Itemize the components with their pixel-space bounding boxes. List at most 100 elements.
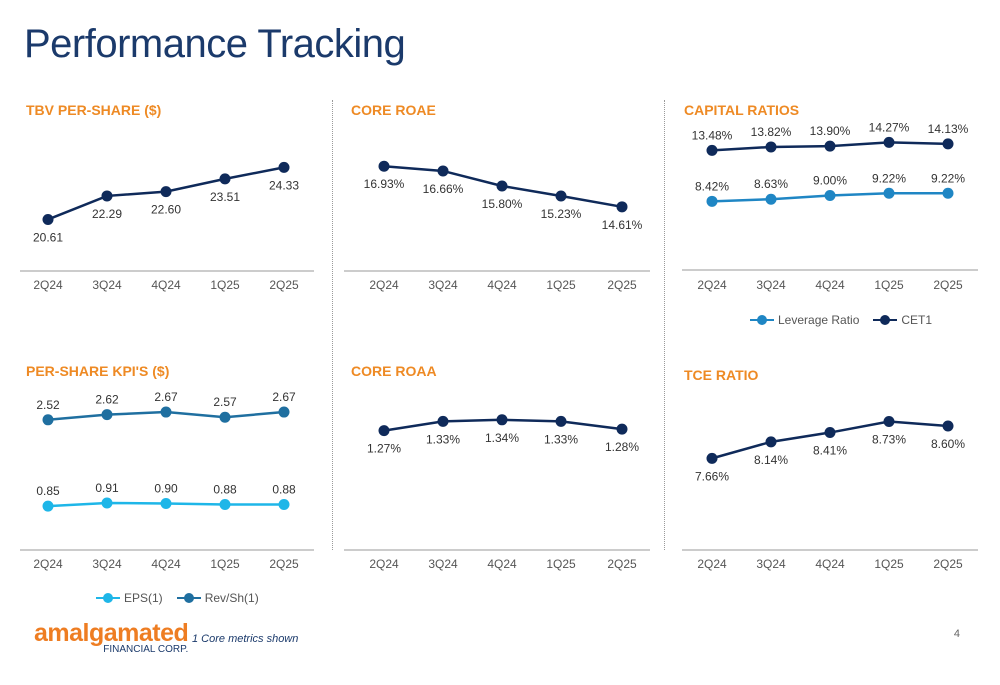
x-tick-label: 3Q24 (92, 557, 122, 571)
data-point (219, 173, 231, 185)
data-point (496, 180, 508, 192)
tce-chart-title: TCE RATIO (684, 367, 759, 383)
data-label: 2.67 (272, 390, 296, 404)
data-label: 13.90% (810, 124, 851, 138)
kpis-chart-title: PER-SHARE KPI'S ($) (26, 363, 170, 379)
data-point (765, 436, 777, 448)
legend-swatch-icon (750, 315, 774, 325)
data-point (378, 425, 390, 437)
data-point (824, 140, 836, 152)
roaa-chart: 2Q24 3Q24 4Q24 1Q25 2Q25 1.27% 1.33% 1.34% 1.33%… (344, 414, 650, 571)
data-label: 15.80% (482, 197, 523, 211)
tbv-chart: 2Q24 3Q24 4Q24 1Q25 2Q25 20.61 22.29 22.60 23.51… (20, 161, 314, 292)
roae-chart: 2Q24 3Q24 4Q24 1Q25 2Q25 16.93% 16.66% 15.80% 15… (344, 160, 650, 292)
data-label: 16.66% (423, 182, 464, 196)
x-tick-label: 3Q24 (92, 278, 122, 292)
x-tick-label: 1Q25 (546, 278, 576, 292)
data-label: 1.34% (485, 431, 519, 445)
data-label: 1.28% (605, 440, 639, 454)
data-label: 13.82% (751, 125, 792, 139)
kpis-chart: 2Q24 3Q24 4Q24 1Q25 2Q25 0.85 0.91 0.90 0.88 0.88… (20, 390, 314, 571)
legend-swatch-icon (873, 315, 898, 325)
x-tick-label: 4Q24 (487, 557, 517, 571)
data-point (278, 406, 290, 418)
x-tick-label: 4Q24 (151, 278, 181, 292)
x-tick-label: 2Q25 (933, 557, 963, 571)
page-title: Performance Tracking (24, 22, 406, 66)
roaa-chart-title: CORE ROAA (351, 363, 437, 379)
data-point (706, 195, 718, 207)
legend-item-rev-sh: Rev/Sh(1) (176, 591, 259, 605)
data-label: 0.91 (95, 481, 119, 495)
data-point (378, 160, 390, 172)
x-tick-label: 1Q25 (546, 557, 576, 571)
data-point (160, 498, 172, 509)
data-point (706, 452, 718, 464)
x-tick-label: 4Q24 (487, 278, 517, 292)
data-point (942, 420, 954, 432)
x-tick-label: 2Q24 (33, 278, 63, 292)
data-point (883, 136, 895, 148)
data-label: 24.33 (269, 178, 299, 192)
data-label: 8.60% (931, 437, 965, 451)
data-point (101, 497, 113, 509)
data-point (496, 414, 508, 426)
x-tick-label: 1Q25 (874, 278, 904, 292)
data-label: 22.29 (92, 207, 122, 221)
data-label: 14.27% (869, 120, 910, 134)
data-label: 7.66% (695, 469, 729, 483)
data-label: 0.90 (154, 482, 178, 496)
data-label: 8.14% (754, 453, 788, 467)
amalgamated-logo: amalgamated FINANCIAL CORP. (34, 620, 189, 655)
kpis-legend: EPS(1) Rev/Sh(1) (96, 591, 259, 605)
legend-swatch-icon (176, 593, 201, 603)
legend-item-eps: EPS(1) (96, 591, 163, 605)
data-point (278, 161, 290, 173)
x-tick-label: 1Q25 (874, 557, 904, 571)
data-label: 0.88 (213, 483, 237, 497)
data-point (824, 427, 836, 439)
roae-chart-title: CORE ROAE (351, 102, 436, 118)
data-label: 14.13% (928, 122, 969, 136)
data-point (278, 499, 290, 511)
data-point (42, 500, 54, 512)
x-tick-label: 2Q24 (33, 557, 63, 571)
x-tick-label: 3Q24 (428, 278, 458, 292)
data-label: 15.23% (541, 207, 582, 221)
data-label: 8.63% (754, 177, 788, 191)
x-tick-label: 2Q25 (269, 557, 299, 571)
x-tick-label: 2Q25 (933, 278, 963, 292)
data-point (616, 423, 628, 435)
data-label: 20.61 (33, 230, 63, 244)
x-tick-label: 3Q24 (428, 557, 458, 571)
x-tick-label: 2Q24 (369, 278, 399, 292)
data-label: 2.52 (36, 398, 60, 412)
data-label: 1.27% (367, 442, 401, 456)
data-label: 2.62 (95, 393, 119, 407)
data-label: 23.51 (210, 190, 240, 204)
data-point (883, 187, 895, 199)
x-tick-label: 4Q24 (151, 557, 181, 571)
x-tick-label: 2Q24 (697, 557, 727, 571)
data-point (42, 414, 54, 426)
legend-swatch-icon (96, 593, 120, 603)
x-tick-label: 2Q24 (697, 278, 727, 292)
x-tick-label: 2Q25 (269, 278, 299, 292)
data-label: 1.33% (544, 432, 578, 446)
column-divider-right (664, 100, 665, 550)
data-point (765, 193, 777, 205)
data-point (160, 186, 172, 198)
legend-item-leverage: Leverage Ratio (750, 313, 859, 327)
data-label: 9.22% (872, 171, 906, 185)
capital-chart: 2Q24 3Q24 4Q24 1Q25 2Q25 8.42% 8.63% 9.00% 9.22%… (682, 120, 978, 292)
data-point (219, 499, 231, 511)
x-tick-label: 3Q24 (756, 278, 786, 292)
data-label: 13.48% (692, 128, 733, 142)
page-number: 4 (953, 628, 960, 640)
data-label: 8.41% (813, 444, 847, 458)
data-point (42, 213, 54, 225)
legend-label: CET1 (901, 313, 933, 327)
tce-chart: 2Q24 3Q24 4Q24 1Q25 2Q25 7.66% 8.14% 8.41% 8.73%… (682, 416, 978, 571)
data-label: 8.73% (872, 433, 906, 447)
capital-legend: Leverage Ratio CET1 (750, 313, 932, 327)
